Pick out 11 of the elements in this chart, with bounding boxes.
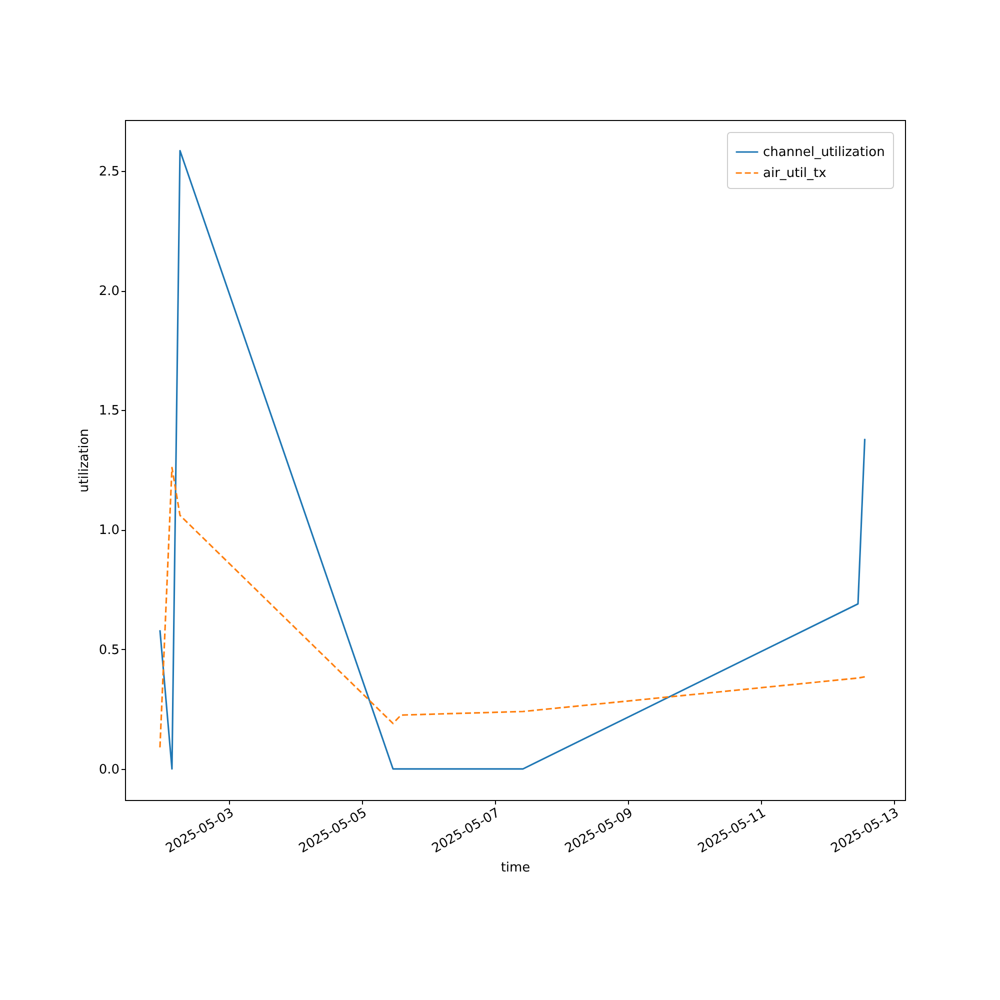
line-series: [159, 466, 866, 748]
x-axis-title: time: [500, 860, 530, 876]
y-tick-label: 0.5: [98, 642, 120, 658]
y-tick-label: 2.0: [98, 284, 120, 300]
y-axis-title: utilization: [76, 428, 92, 492]
y-tick-label: 1.5: [98, 404, 120, 419]
y-tick-label: 0.0: [98, 762, 120, 778]
y-tick-label: 1.0: [98, 523, 120, 538]
y-tick-label: 2.5: [98, 164, 120, 180]
legend-label: air_util_tx: [763, 166, 827, 181]
legend-label: channel_utilization: [763, 145, 885, 160]
